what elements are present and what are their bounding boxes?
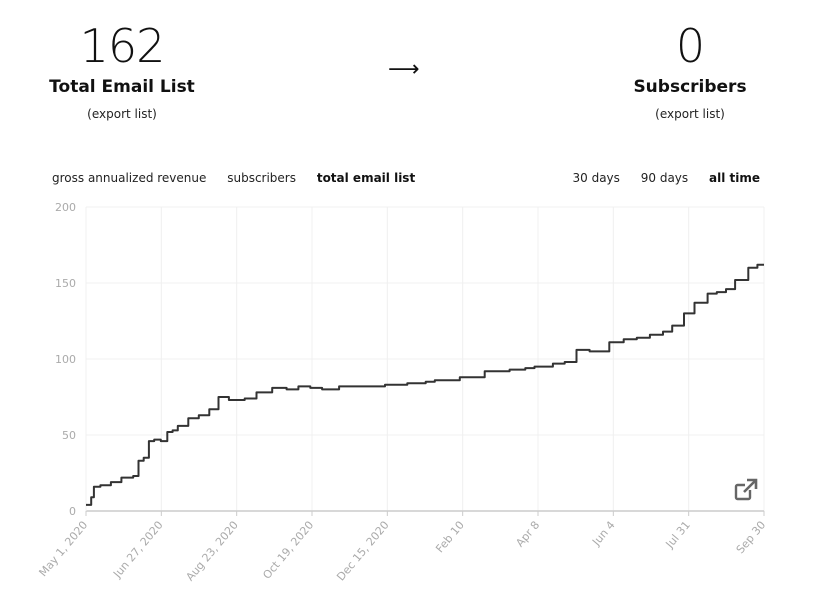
total-email-list-label: Total Email List — [49, 77, 195, 97]
x-tick-label: Dec 15, 2020 — [334, 519, 391, 584]
x-tick-label: Aug 23, 2020 — [183, 519, 241, 584]
x-tick-label: Sep 30 — [734, 519, 769, 557]
y-tick-label: 0 — [69, 505, 76, 518]
y-tick-label: 50 — [62, 429, 76, 442]
external-link-icon[interactable] — [734, 478, 758, 501]
x-tick-label: Jun 4 — [589, 519, 617, 549]
export-subscribers-link[interactable]: (export list) — [655, 107, 725, 121]
subscribers-stat: 0 Subscribers (export list) — [580, 18, 800, 122]
tab-all-time[interactable]: all time — [709, 171, 760, 185]
subscribers-value: 0 — [675, 19, 705, 73]
x-axis-ticks: May 1, 2020 Jun 27, 2020 Aug 23, 2020 Oct 1… — [36, 519, 768, 584]
x-tick-label: Jun 27, 2020 — [110, 519, 165, 581]
series-line-total-email-list — [86, 263, 764, 506]
x-tick-label: Apr 8 — [513, 519, 542, 550]
y-axis-ticks: 0 50 100 150 200 — [55, 201, 76, 518]
tab-30-days[interactable]: 30 days — [572, 171, 620, 185]
range-tabs: 30 days 90 days all time — [556, 171, 761, 185]
tab-90-days[interactable]: 90 days — [640, 171, 689, 185]
export-email-list-link[interactable]: (export list) — [87, 107, 157, 121]
y-tick-label: 150 — [55, 277, 76, 290]
y-tick-label: 100 — [55, 353, 76, 366]
total-email-list-value: 162 — [79, 19, 166, 73]
x-tick-label: Jul 31 — [663, 519, 693, 552]
chart-axes — [85, 207, 765, 516]
x-tick-label: May 1, 2020 — [36, 519, 90, 580]
total-email-list-stat: 162 Total Email List (export list) — [12, 18, 232, 122]
tab-subscribers[interactable]: subscribers — [227, 171, 296, 185]
x-tick-label: Oct 19, 2020 — [260, 519, 316, 582]
chart-series — [86, 263, 764, 506]
subscribers-label: Subscribers — [633, 77, 747, 97]
chart-grid — [85, 206, 765, 511]
y-tick-label: 200 — [55, 201, 76, 214]
tab-total-email-list[interactable]: total email list — [316, 171, 416, 185]
metric-tabs: gross annualized revenue subscribers tot… — [52, 171, 432, 185]
x-tick-label: Feb 10 — [433, 519, 467, 556]
right-arrow-icon: ⟶ — [388, 57, 420, 82]
tab-gross-annualized-revenue[interactable]: gross annualized revenue — [52, 171, 207, 185]
